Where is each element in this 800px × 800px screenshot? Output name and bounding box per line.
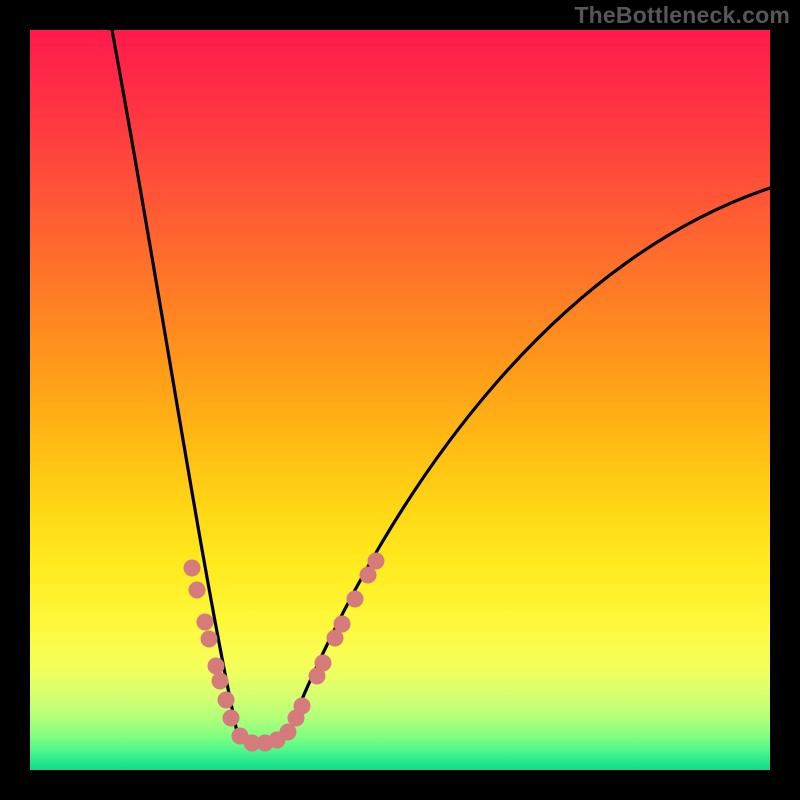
watermark-text: TheBottleneck.com [574,2,790,29]
marker-point [201,631,218,648]
marker-point [218,692,235,709]
markers [184,553,385,752]
curve-layer [30,30,770,770]
marker-point [212,673,229,690]
plot-area [30,30,770,770]
marker-point [294,698,311,715]
marker-point [208,658,225,675]
marker-point [223,710,240,727]
marker-point [368,553,385,570]
marker-point [347,591,364,608]
marker-point [189,582,206,599]
marker-point [197,614,214,631]
marker-point [315,655,332,672]
chart-frame [0,0,800,800]
marker-point [334,616,351,633]
marker-point [184,560,201,577]
